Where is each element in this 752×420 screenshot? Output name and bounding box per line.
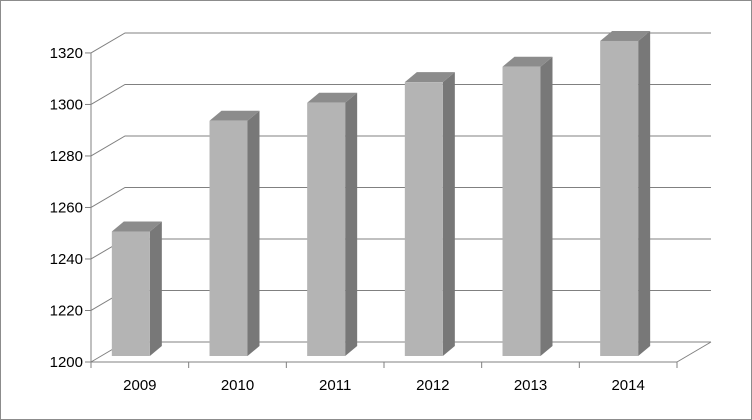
gridline [90,32,711,54]
bar-side [442,72,455,356]
x-tick-label: 2014 [611,377,644,394]
bar-2010 [209,110,260,356]
floor-edge [676,341,712,363]
bar-top [600,30,651,41]
bar-2011 [307,92,358,356]
y-tick-label: 1220 [50,302,83,319]
bar-side [540,56,553,356]
bar-front [502,66,541,356]
bar-2009 [111,221,162,356]
bar-top [404,72,455,83]
x-tick-label: 2012 [416,377,449,394]
tick-labels: 1200 1220 1240 1260 1280 1300 1320 2009 2010 2011… [50,45,645,394]
y-tick-label: 1280 [50,148,83,165]
x-tick-label: 2010 [221,377,254,394]
bar-front [600,40,639,356]
y-tick-label: 1300 [50,96,83,113]
y-tick-label: 1320 [50,45,83,62]
y-tick-label: 1200 [50,354,83,371]
bar-side [247,110,260,356]
bar-2012 [404,72,455,356]
bar-front [209,120,248,356]
bar-top [307,92,358,103]
bar-2014 [600,30,651,356]
x-tick-label: 2009 [123,377,156,394]
y-tick-label: 1260 [50,199,83,216]
axes [85,52,712,368]
bar-top [209,110,260,121]
bar-top [111,221,162,232]
x-tick-label: 2011 [319,377,351,394]
bar-front [307,102,346,356]
bar-front [404,82,443,356]
bar-top [502,56,553,67]
bar-side [149,221,162,356]
bars [111,30,651,356]
bar-side [345,92,358,356]
bar-2013 [502,56,553,356]
bar-side [638,30,651,356]
x-tick-label: 2013 [514,377,547,394]
bar-front [111,231,150,356]
y-tick-label: 1240 [50,251,83,268]
